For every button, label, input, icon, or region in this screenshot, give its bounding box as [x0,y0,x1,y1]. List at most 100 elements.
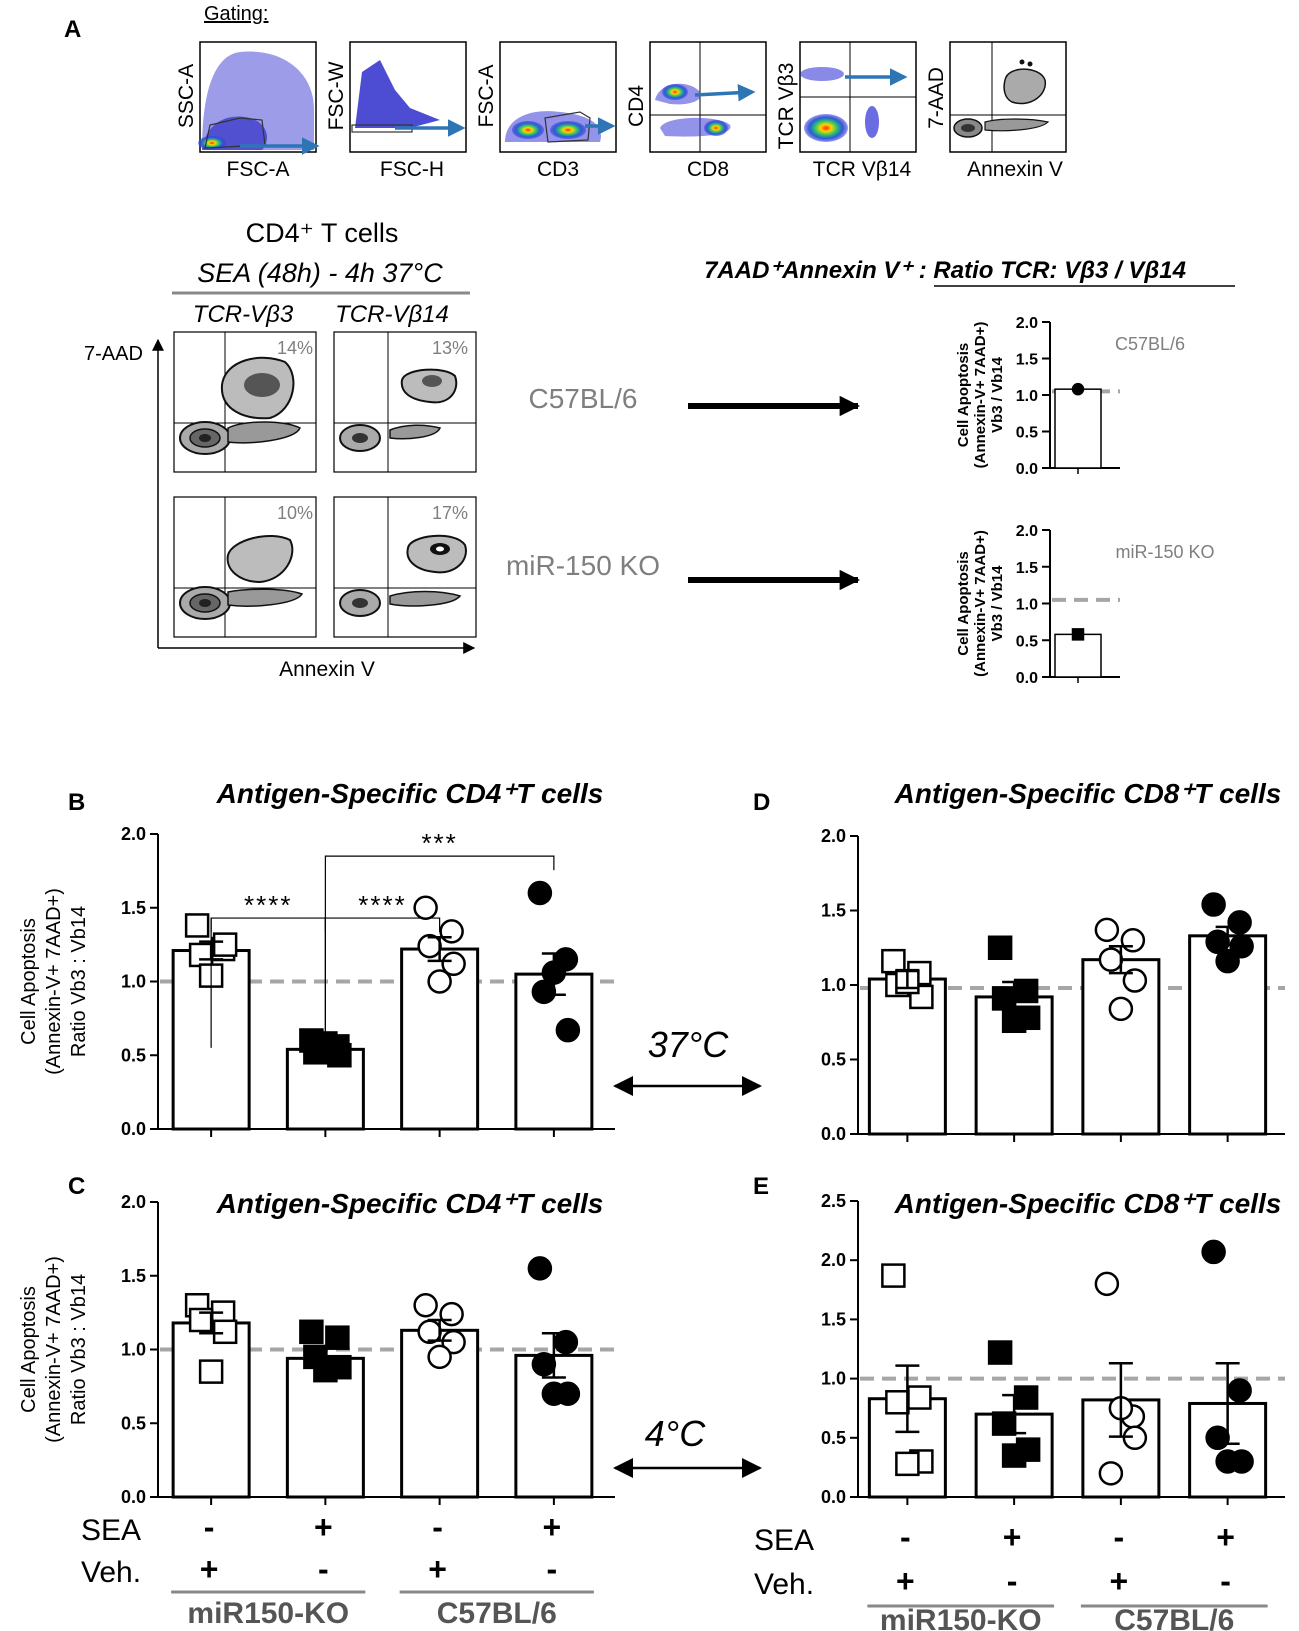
y-axis-label-line: Vb3 / Vb14 [989,565,1006,642]
bar [867,977,947,1136]
y-tick-label: 1.5 [121,1266,146,1286]
ratio-title: 7AAD⁺Annexin V⁺ : Ratio TCR: Vβ3 / Vβ14 [704,257,1186,284]
data-point [1071,628,1085,641]
contour-population [227,588,304,607]
data-point [1001,1443,1027,1468]
panel-letter: E [753,1173,769,1200]
y-tick-label: 0.0 [821,1487,846,1507]
data-point [1205,1425,1230,1451]
data-point [907,1385,932,1410]
data-point [188,942,214,968]
treatment-value: + [428,1551,447,1587]
panel-letter: D [753,789,770,816]
y-tick-label: 0.0 [121,1119,146,1139]
strain-annotation: miR-150 KO [1115,542,1214,562]
treatment-value: - [204,1509,215,1545]
contour-population [961,124,975,132]
significance-label: *** [421,828,457,858]
gating-section: Gating: FSC-A SSC-A FSC-H FSC-W [175,3,1067,181]
gating-x-label: FSC-H [380,158,444,181]
gating-y-label: FSC-A [475,65,498,128]
y-tick-label: 0.5 [821,1428,846,1448]
group-label: C57BL/6 [437,1597,557,1630]
data-point [413,895,438,920]
y-axis-label-line: Cell Apoptosis [955,551,972,655]
cell-title: CD4⁺ T cells [246,218,399,248]
contour-population [436,546,444,552]
y-tick-label: 0.0 [1016,461,1038,478]
treatment-value: + [543,1509,562,1545]
data-point [531,1352,557,1377]
quadrant-percentage: 13% [432,338,468,358]
treatment-value: + [314,1509,333,1545]
y-axis-label-line: Vb3 / Vb14 [989,356,1006,433]
data-point [1098,947,1124,972]
y-tick-label: 2.0 [1016,523,1038,540]
contour-population [199,599,211,607]
y-tick-label: 0.0 [821,1124,846,1144]
data-point [1215,1449,1240,1474]
temperature-label-4c: 4°C [645,1413,706,1454]
data-point [895,1451,920,1477]
y-axis-label-line: (Annexin-V+ 7AAD+) [43,1256,65,1443]
treatment-row-label: Veh. [81,1556,141,1589]
strain-annotation: C57BL/6 [1115,334,1185,354]
chart-title: Antigen-Specific CD4⁺T cells [216,1188,604,1219]
data-point [1013,1385,1039,1410]
gating-plot-cd3-fsca: CD3 FSC-A [475,41,617,181]
y-tick-label: 0.5 [121,1413,146,1433]
y-tick-label: 2.0 [821,1250,846,1270]
data-point [1229,934,1254,959]
apoptosis-flow-section: CD4⁺ T cells SEA (48h) - 4h 37°C TCR-Vβ3… [84,218,1235,681]
gating-arrow [694,83,756,102]
y-tick-label: 1.0 [1016,597,1038,614]
treatment-row-label: Veh. [754,1568,814,1601]
y-tick-label: 1.0 [121,1340,146,1360]
column-header-vb3: TCR-Vβ3 [193,301,294,328]
flow-density-hotspot [550,121,586,139]
y-axis-label-line: Cell Apoptosis [955,343,972,447]
quadrant-percentage: 14% [277,338,313,358]
y-axis-label-line: (Annexin-V+ 7AAD+) [972,322,989,469]
y-tick-label: 1.0 [121,972,146,992]
contour-population [389,590,462,607]
flow-density-hotspot [804,114,848,142]
data-point [541,1381,567,1406]
gating-x-label: CD3 [537,158,579,181]
panel-letter: B [68,789,85,816]
data-point [413,1293,438,1318]
contour-population [1003,68,1046,105]
y-tick-label: 1.5 [1016,352,1038,369]
flow-density-hotspot [512,121,544,139]
chart-title: Antigen-Specific CD4⁺T cells [216,778,604,809]
flow-density-cloud [800,67,844,81]
contour-population [244,373,280,397]
contour-population [226,535,294,584]
column-header-vb14: TCR-Vβ14 [335,301,449,328]
y-axis-label-line: (Annexin-V+ 7AAD+) [972,530,989,677]
gating-y-label: TCR Vβ3 [775,63,798,150]
significance-label: **** [244,890,292,920]
gating-y-label: CD4 [625,85,648,127]
data-point [1215,948,1240,974]
chart-title: Antigen-Specific CD8⁺T cells [894,1188,1282,1219]
bar [1054,633,1102,678]
treatment-row-label: SEA [81,1514,141,1547]
y-tick-label: 2.0 [121,1192,146,1212]
treatment-value: + [896,1563,915,1599]
contour-plot-ko-vb14: 17% [333,496,477,638]
gating-y-label: 7-AAD [925,67,948,129]
quadrant-percentage: 10% [277,503,313,523]
flow-density-cloud [865,106,879,138]
treatment-value: - [432,1509,443,1545]
treatment-value: - [1007,1563,1018,1599]
contour-population [352,598,368,608]
data-point [991,986,1017,1011]
data-point [1098,1461,1124,1486]
treatment-value: - [900,1519,911,1555]
y-tick-label: 0.5 [1016,425,1038,442]
data-point [987,935,1013,960]
data-point [441,951,466,977]
data-point [325,1325,350,1350]
